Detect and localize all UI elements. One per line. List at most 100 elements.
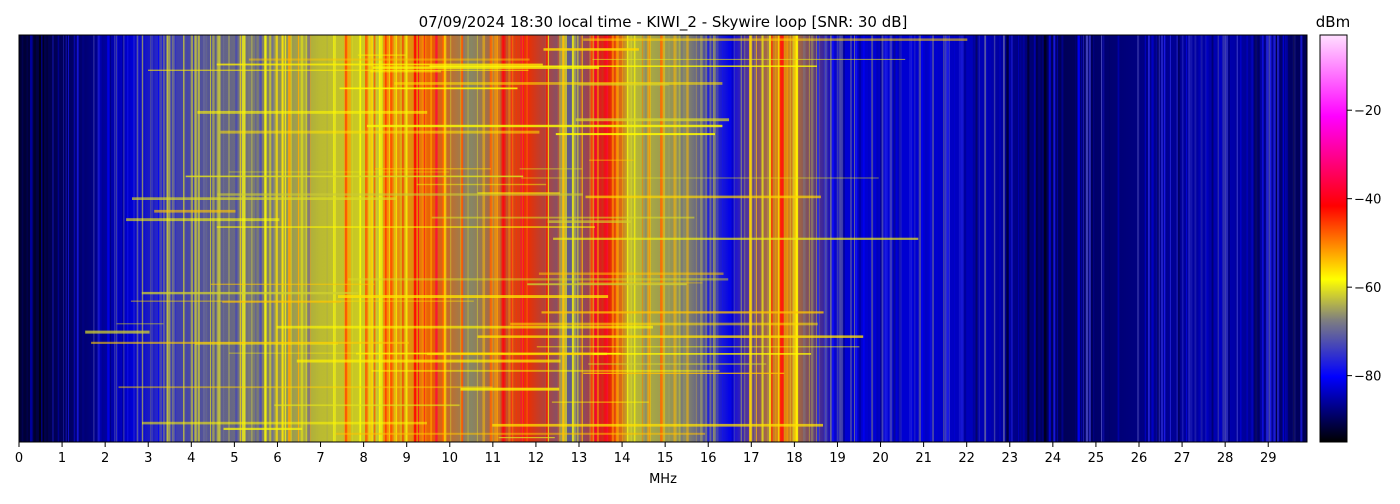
signal-streak [592,58,906,60]
signal-streak [162,35,165,442]
x-tick-label: 6 [273,451,281,466]
signal-streak [1196,35,1198,442]
signal-streak [235,35,238,442]
signal-streak [425,35,427,442]
signal-streak [958,35,962,442]
signal-streak [34,35,36,442]
signal-streak [117,35,118,442]
signal-streak [143,35,145,442]
signal-streak [444,35,447,442]
signal-streak [307,35,310,442]
signal-streak [383,35,386,442]
signal-streak [1236,35,1238,442]
signal-streak [172,35,176,442]
signal-streak [394,82,723,85]
signal-streak [589,159,634,161]
signal-streak [248,58,530,61]
signal-streak [250,35,253,442]
signal-streak [1003,35,1005,442]
signal-streak [162,35,164,442]
x-tick-label: 25 [1088,451,1105,466]
x-tick-label: 26 [1131,451,1148,466]
signal-streak [430,35,433,442]
signal-streak [1027,35,1030,442]
signal-streak [296,359,561,363]
signal-streak [338,295,609,298]
signal-streak [97,35,99,442]
signal-streak [1075,35,1077,442]
signal-streak [519,168,583,170]
signal-streak [339,87,518,90]
signal-streak [1200,35,1203,442]
signal-streak [1006,35,1009,442]
signal-streak [414,35,417,442]
signal-streak [1270,35,1272,442]
x-tick-label: 28 [1217,451,1234,466]
signal-streak [1022,35,1025,442]
signal-streak [228,171,450,173]
signal-streak [264,35,267,442]
signal-streak [1151,35,1154,442]
signal-streak [349,35,351,442]
signal-streak [583,38,968,41]
x-tick-label: 17 [743,451,760,466]
signal-streak [1180,35,1183,442]
signal-streak [921,35,923,442]
signal-streak [1048,35,1052,442]
signal-streak [1137,35,1140,442]
x-tick-label: 8 [359,451,367,466]
signal-streak [1257,35,1259,442]
signal-streak [555,133,715,136]
signal-streak [241,35,245,442]
signal-streak [217,35,221,442]
signal-streak [1038,35,1041,442]
signal-streak [515,35,517,442]
signal-streak [41,35,44,442]
signal-streak [397,35,400,442]
signal-streak [541,311,824,314]
signal-streak [368,35,372,442]
signal-streak [158,35,160,442]
signal-streak [1157,35,1159,442]
signal-streak [26,35,28,442]
signal-streak [352,35,353,442]
signal-streak [1050,35,1053,442]
signal-streak [578,83,669,86]
signal-streak [972,35,975,442]
signal-streak [945,35,948,442]
signal-streak [275,35,278,442]
signal-streak [150,35,154,442]
signal-streak [76,35,80,442]
signal-streak [496,35,499,442]
signal-streak [373,35,376,442]
signal-streak [1267,35,1270,442]
signal-streak [1273,35,1276,442]
plot-frame [18,34,1308,443]
signal-streak [1228,35,1230,442]
signal-streak [1275,35,1278,442]
signal-streak [133,35,135,442]
signal-streak [131,35,134,442]
signal-streak [1258,35,1261,442]
signal-streak [390,35,393,442]
signal-streak [1224,35,1226,442]
signal-streak [975,35,978,442]
signal-streak [248,35,250,442]
x-tick-label: 13 [571,451,588,466]
signal-streak [240,35,242,442]
signal-streak [239,35,242,442]
signal-streak [333,35,336,442]
signal-streak [1261,35,1262,442]
signal-streak [931,35,934,442]
signal-streak [1218,35,1220,442]
signal-streak [1148,35,1150,442]
signal-streak [1265,35,1269,442]
signal-streak [392,35,394,442]
signal-streak [259,35,262,442]
signal-streak [288,35,291,442]
signal-streak [216,226,595,228]
signal-streak [511,35,512,442]
signal-streak [203,35,206,442]
signal-streak [1061,35,1064,442]
colorbar: dBm −20 −40 −60 −80 [1316,13,1381,443]
